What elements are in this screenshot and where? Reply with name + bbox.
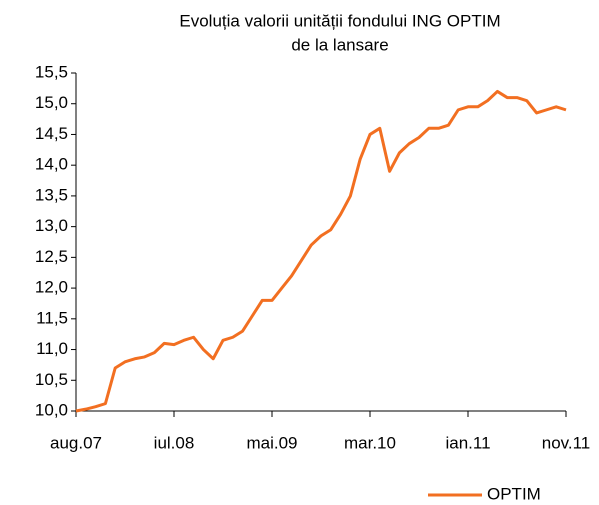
chart-title: Evoluția valorii unității fondului ING O… <box>179 11 500 30</box>
x-tick-label: mar.10 <box>344 433 396 452</box>
x-tick-label: mai.09 <box>246 433 297 452</box>
y-tick-label: 11,0 <box>36 339 68 358</box>
y-tick-label: 12,5 <box>35 247 68 266</box>
y-tick-label: 10,0 <box>35 400 68 419</box>
y-tick-label: 15,5 <box>35 62 68 81</box>
x-tick-label: ian.11 <box>445 433 490 452</box>
legend-label: OPTIM <box>487 484 541 503</box>
chart-title: de la lansare <box>291 35 388 54</box>
line-series <box>75 89 567 413</box>
y-tick-label: 15,0 <box>35 93 68 112</box>
y-tick-label: 12,0 <box>35 278 68 297</box>
y-tick-label: 13,0 <box>35 216 68 235</box>
y-tick-label: 10,5 <box>35 370 68 389</box>
y-tick-label: 11,5 <box>36 308 68 327</box>
x-tick-label: nov.11 <box>542 433 591 452</box>
y-tick-label: 14,5 <box>35 124 68 143</box>
x-tick-label: aug.07 <box>50 433 102 452</box>
y-tick-label: 14,0 <box>35 155 68 174</box>
y-tick-label: 13,5 <box>35 185 68 204</box>
x-tick-label: iul.08 <box>154 433 195 452</box>
